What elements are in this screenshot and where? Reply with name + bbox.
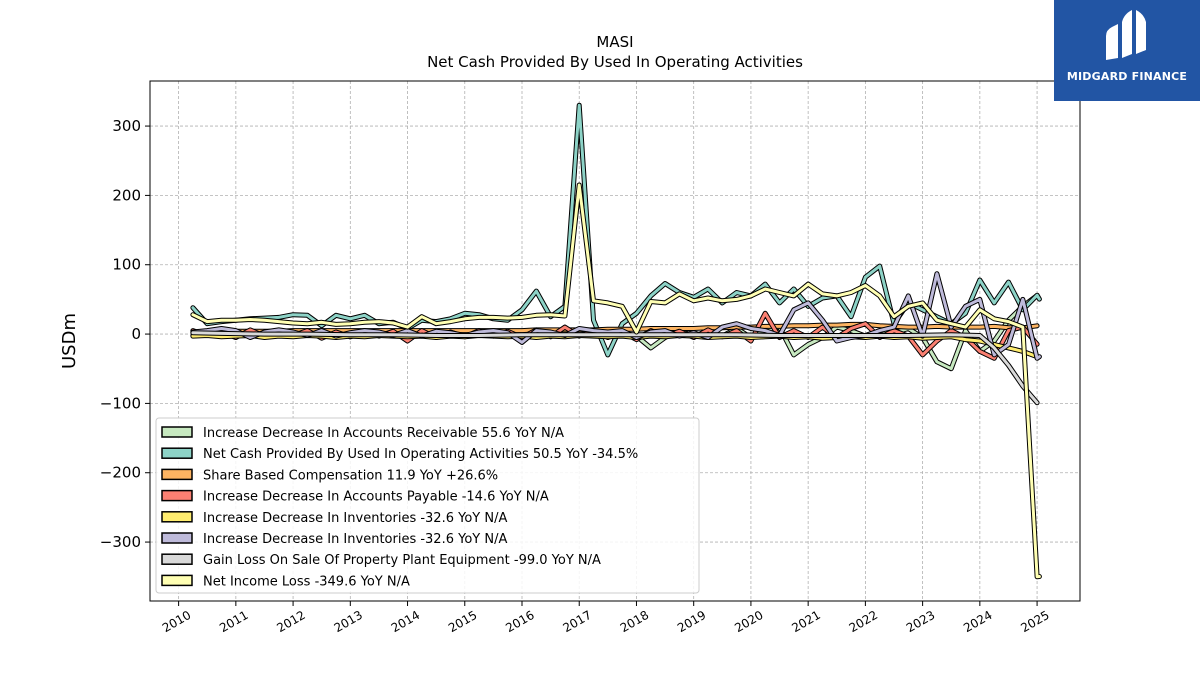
x-tick-label: 2021 <box>789 608 822 635</box>
chart-subtitle: Net Cash Provided By Used In Operating A… <box>427 53 803 71</box>
brand-logo-icon <box>1106 10 1146 60</box>
x-tick-label: 2019 <box>675 608 708 635</box>
brand-name: MIDGARD FINANCE <box>1066 70 1188 83</box>
y-tick-label: 0 <box>131 325 141 343</box>
y-tick-label: 300 <box>112 117 141 135</box>
x-tick-label: 2017 <box>561 608 594 635</box>
legend-box <box>155 417 700 594</box>
x-tick-label: 2023 <box>904 608 937 635</box>
legend-label: Increase Decrease In Inventories -32.6 Y… <box>203 532 507 547</box>
legend-swatch <box>161 553 193 565</box>
series-line <box>191 103 1041 357</box>
plot-area-frame <box>149 80 1081 602</box>
x-tick-label: 2012 <box>274 608 307 635</box>
legend-swatch <box>161 574 193 587</box>
y-tick-label: −100 <box>100 394 141 412</box>
x-tick-label: 2014 <box>389 608 422 635</box>
y-tick-label: −200 <box>100 464 141 482</box>
legend-label: Share Based Compensation 11.9 YoY +26.6% <box>203 468 498 483</box>
legend-label: Net Income Loss -349.6 YoY N/A <box>203 574 410 589</box>
legend-label: Net Cash Provided By Used In Operating A… <box>203 447 638 462</box>
brand-logo: MIDGARD FINANCE <box>1054 0 1200 101</box>
y-tick-label: −300 <box>100 533 141 551</box>
y-axis-label: USDm <box>59 313 80 369</box>
series-line <box>191 331 1039 405</box>
chart-title: MASI <box>596 33 633 51</box>
legend-label: Increase Decrease In Inventories -32.6 Y… <box>203 511 507 526</box>
y-tick-label: 100 <box>112 256 141 274</box>
legend-label: Increase Decrease In Accounts Payable -1… <box>203 490 549 505</box>
series-line-outline <box>190 102 1042 358</box>
x-tick-label: 2024 <box>961 608 994 635</box>
x-tick-label: 2022 <box>847 608 880 635</box>
legend-swatch <box>161 532 193 544</box>
x-tick-label: 2018 <box>618 608 651 635</box>
x-tick-label: 2013 <box>332 608 365 635</box>
series-line <box>191 183 1041 579</box>
legend-swatch <box>161 489 193 502</box>
legend-swatch <box>161 426 193 438</box>
legend-swatch <box>161 511 193 523</box>
x-tick-label: 2020 <box>732 608 765 635</box>
x-tick-label: 2016 <box>503 608 536 635</box>
x-tick-label: 2011 <box>217 608 250 635</box>
legend-label: Gain Loss On Sale Of Property Plant Equi… <box>203 553 601 568</box>
x-tick-label: 2015 <box>446 608 479 635</box>
y-tick-label: 200 <box>112 186 141 204</box>
legend-swatch <box>161 468 193 481</box>
series-layer <box>190 102 1042 580</box>
legend: Increase Decrease In Accounts Receivable… <box>155 417 700 594</box>
legend-swatch <box>161 447 193 459</box>
x-tick-label: 2010 <box>160 608 193 635</box>
legend-label: Increase Decrease In Accounts Receivable… <box>203 426 564 441</box>
x-tick-label: 2025 <box>1018 608 1051 635</box>
